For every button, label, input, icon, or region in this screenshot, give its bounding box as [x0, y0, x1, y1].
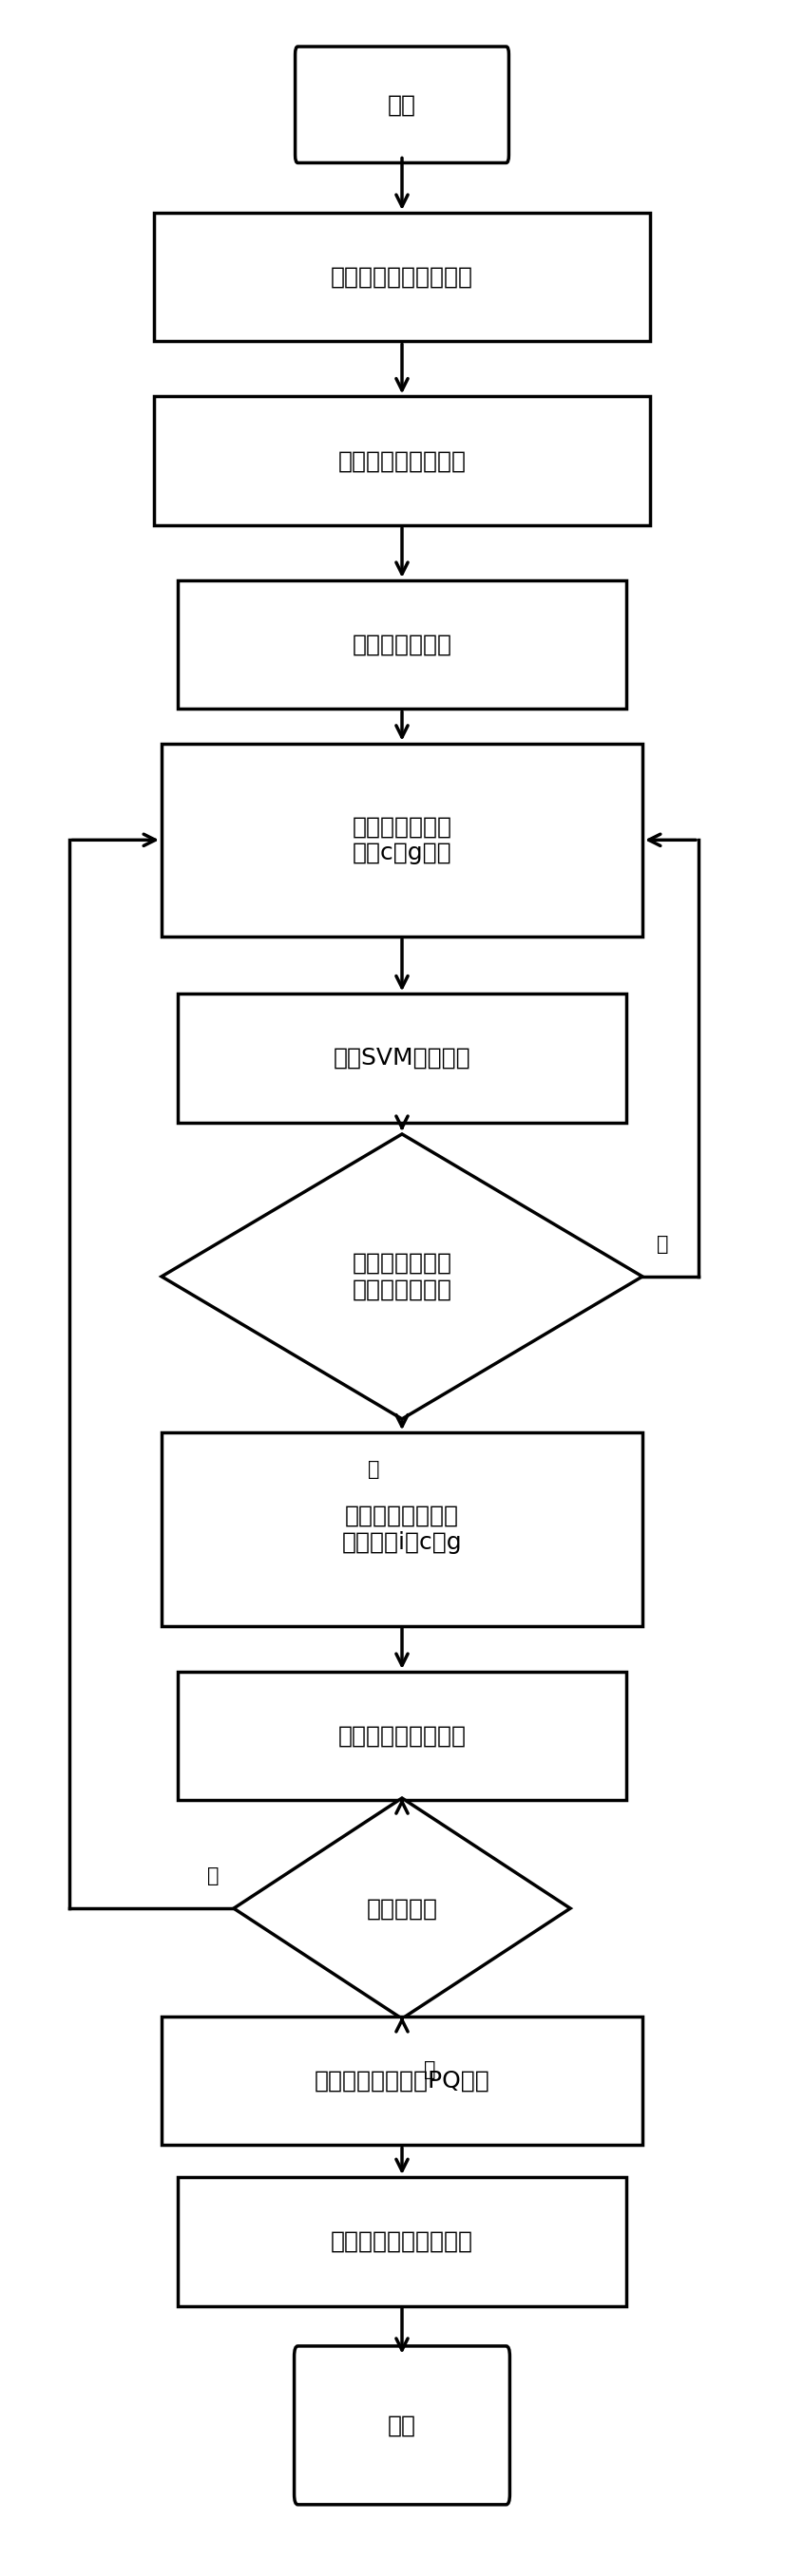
Polygon shape [162, 1133, 642, 1419]
Text: 否: 否 [207, 1868, 219, 1886]
Bar [162, 744, 642, 938]
Text: 循环完毕？: 循环完毕？ [367, 1896, 437, 1919]
Bar [154, 214, 650, 343]
FancyBboxPatch shape [294, 2347, 510, 2504]
FancyBboxPatch shape [295, 46, 509, 162]
Text: 更新验证集与训练集: 更新验证集与训练集 [338, 1726, 466, 1747]
Text: 是: 是 [368, 1461, 380, 1479]
Text: 网格搜索法寻找
最佳c、g参数: 网格搜索法寻找 最佳c、g参数 [352, 817, 452, 866]
Text: 结束: 结束 [388, 2414, 416, 2437]
Text: 数据归一化处理: 数据归一化处理 [352, 634, 452, 657]
Text: 开始: 开始 [388, 93, 416, 116]
Bar [178, 994, 626, 1123]
Text: 更新最小误差，记
录此时的i，c，g: 更新最小误差，记 录此时的i，c，g [342, 1504, 462, 1553]
Bar [162, 2017, 642, 2146]
Text: 数据输入及测试集划分: 数据输入及测试集划分 [330, 265, 474, 289]
Text: 验证集预测误差
小于最小误差？: 验证集预测误差 小于最小误差？ [352, 1252, 452, 1301]
Bar [178, 580, 626, 708]
Text: 构建SVM预测模型: 构建SVM预测模型 [334, 1046, 470, 1069]
Text: 训练集及验证集划分: 训练集及验证集划分 [338, 448, 466, 471]
Bar [178, 2177, 626, 2306]
Text: 否: 否 [657, 1234, 669, 1255]
Bar [154, 397, 650, 526]
Bar [162, 1432, 642, 1625]
Polygon shape [234, 1798, 570, 2020]
Text: 预测结果相对误差计算: 预测结果相对误差计算 [330, 2231, 474, 2254]
Bar [178, 1672, 626, 1801]
Text: 是: 是 [424, 2061, 436, 2079]
Text: 基于最佳模型进行PQ预测: 基于最佳模型进行PQ预测 [314, 2069, 490, 2092]
